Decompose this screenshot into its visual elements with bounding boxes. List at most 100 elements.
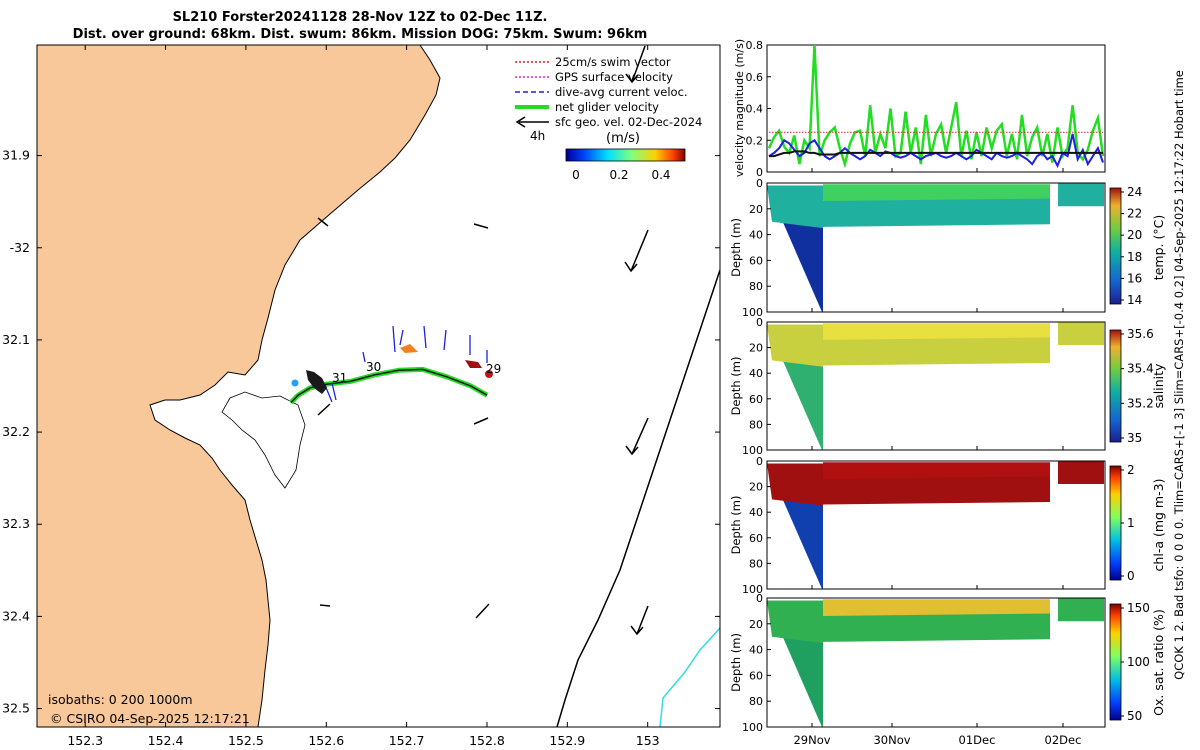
velocity-y-tick-label: 0.6: [746, 71, 764, 84]
map-y-tick-label: -32: [10, 240, 30, 255]
section-surface-fill: [823, 323, 1050, 340]
side-note: QCOK 1 2. Bad tsfo: 0 0 0 0. Tlim=CARS+[…: [1172, 70, 1186, 680]
section-y-tick-label: 40: [749, 644, 763, 657]
section-y-tick-label: 60: [749, 393, 763, 406]
map-y-tick-label: 32.4: [2, 608, 30, 623]
chart-title-line2: Dist. over ground: 68km. Dist. swum: 86k…: [72, 27, 648, 42]
section-y-tick-label: 80: [749, 280, 763, 293]
velocity-series-line: [769, 150, 1103, 158]
section-y-tick-label: 60: [749, 532, 763, 545]
colorbar-tick-label: 150: [1127, 601, 1150, 615]
section-y-tick-label: 60: [749, 669, 763, 682]
section-colorbar: [1109, 465, 1122, 581]
section-panel-chl: 0 20 40 60 80 100 Depth (m) 2 1 0 chl-a (mg m-3): [729, 455, 1166, 596]
section-frame: [766, 460, 1106, 590]
coastline-land: [37, 45, 441, 727]
section-ylabel: Depth (m): [729, 218, 743, 277]
section-frame: [766, 321, 1106, 451]
velocity-series-line: [767, 44, 1105, 169]
colorbar-label: Ox. sat. ratio (%): [1151, 609, 1166, 716]
map-x-tick-label: 152.9: [549, 733, 585, 748]
section-end-fill: [1058, 183, 1104, 207]
time-x-tick-label: 29Nov: [793, 733, 830, 747]
map-y-tick-label: 32.1: [2, 332, 30, 347]
colorbar-tick-label: 14: [1127, 293, 1142, 307]
velocity-y-tick-label: 0: [756, 166, 763, 179]
colorbar-tick-label: 24: [1127, 185, 1142, 199]
colorbar-tick-label: 1: [1127, 516, 1135, 530]
section-y-tick-label: 0: [756, 177, 763, 190]
map-y-ticks: 31.9 -32 32.1 32.2 32.3 32.4 32.5: [2, 148, 720, 716]
legend-geo-velocity: sfc geo. vel. 02-Dec-2024: [555, 115, 702, 129]
legend-sub-label: 4h: [530, 129, 545, 143]
section-ylabel: Depth (m): [729, 357, 743, 416]
colorbar-tick-label: 35: [1127, 431, 1142, 445]
section-upper-deep-fill: [767, 463, 823, 506]
chart-title-line1: SL210 Forster20241128 28-Nov 12Z to 02-D…: [172, 10, 548, 25]
map-y-tick-label: 32.3: [2, 516, 30, 531]
map-y-tick-label: 31.9: [2, 148, 30, 163]
section-panel-temp: 0 20 40 60 80 100 Depth (m) 24 22 20 18 16 14 temp. (…: [729, 177, 1166, 319]
colorbar-tick-label: 16: [1127, 271, 1142, 285]
section-frame: [766, 182, 1106, 313]
velocity-y-tick-label: 0.2: [746, 134, 764, 147]
colorbar-label: temp. (°C): [1151, 215, 1166, 280]
current-vectors: [317, 325, 488, 403]
map-x-tick-label: 152.8: [469, 733, 505, 748]
colorbar-tick-label: 100: [1127, 655, 1150, 669]
legend-swim-vector: 25cm/s swim vector: [555, 55, 671, 69]
map-x-tick-label: 152.5: [228, 733, 264, 748]
section-end-fill: [1058, 598, 1104, 622]
colorbar-tick-label: 50: [1127, 709, 1142, 723]
geo-velocity-arrows: [317, 45, 649, 636]
colorbar-label: (m/s): [606, 131, 640, 146]
section-y-tick-label: 80: [749, 418, 763, 431]
velocity-ylabel: velocity magnitude (m/s): [733, 39, 746, 177]
section-y-tick-label: 20: [749, 342, 763, 355]
section-upper-deep-fill: [767, 324, 823, 367]
section-y-tick-label: 0: [756, 455, 763, 468]
section-surface-fill: [823, 599, 1050, 617]
map-panel: 29 30 31 152.3 152.4 152.5 152.6 152.7 152.8 1…: [2, 44, 721, 748]
map-x-ticks: 152.3 152.4 152.5 152.6 152.7 152.8 152.9 153: [67, 45, 660, 748]
legend-dive-avg: dive-avg current veloc.: [555, 85, 688, 99]
colorbar-tick-label: 35.2: [1127, 396, 1154, 410]
section-y-tick-label: 40: [749, 506, 763, 519]
time-x-ticks: 29Nov 30Nov 01Dec 02Dec: [793, 168, 1081, 747]
section-colorbar: [1109, 329, 1122, 443]
section-y-tick-label: 20: [749, 481, 763, 494]
track-label-31: 31: [332, 371, 347, 385]
section-end-fill: [1058, 322, 1104, 346]
colorbar-label: chl-a (mg m-3): [1151, 479, 1166, 572]
time-x-tick-label: 30Nov: [873, 733, 910, 747]
section-ylabel: Depth (m): [729, 496, 743, 555]
section-y-tick-label: 100: [742, 306, 763, 319]
isobath-200: [556, 269, 720, 727]
colorbar-label: salinity: [1151, 363, 1166, 408]
section-y-tick-label: 80: [749, 695, 763, 708]
section-y-tick-label: 80: [749, 557, 763, 570]
colorbar-tick-label: 35.6: [1127, 327, 1154, 341]
isobath-label: isobaths: 0 200 1000m: [48, 692, 193, 707]
colorbar-tick-label: 35.4: [1127, 362, 1154, 376]
section-colorbar: [1109, 187, 1122, 305]
map-frame: [36, 44, 721, 728]
colorbar-tick-label: 22: [1127, 207, 1142, 221]
colorbar-tick-label: 2: [1127, 463, 1135, 477]
colorbar-tick-label: 0: [1127, 569, 1135, 583]
section-ylabel: Depth (m): [729, 633, 743, 692]
map-y-tick-label: 32.5: [2, 701, 30, 716]
section-y-tick-label: 60: [749, 254, 763, 267]
map-x-tick-label: 152.4: [148, 733, 184, 748]
section-upper-deep-fill: [767, 185, 823, 229]
velocity-panel: 0 0.2 0.4 0.6 0.8 velocity magnitude (m/s): [733, 39, 1106, 179]
side-note-container: QCOK 1 2. Bad tsfo: 0 0 0 0. Tlim=CARS+[…: [1172, 70, 1186, 680]
map-x-tick-label: 153: [636, 733, 660, 748]
velocity-y-tick-label: 0.8: [746, 39, 764, 52]
colorbar-tick-2: 0.4: [651, 168, 670, 182]
copyright: © CSIRO 04-Sep-2025 12:17:21: [50, 711, 250, 726]
velocity-y-tick-label: 0.4: [746, 103, 764, 116]
colorbar-tick-0: 0: [572, 168, 580, 182]
section-frame: [766, 597, 1106, 728]
